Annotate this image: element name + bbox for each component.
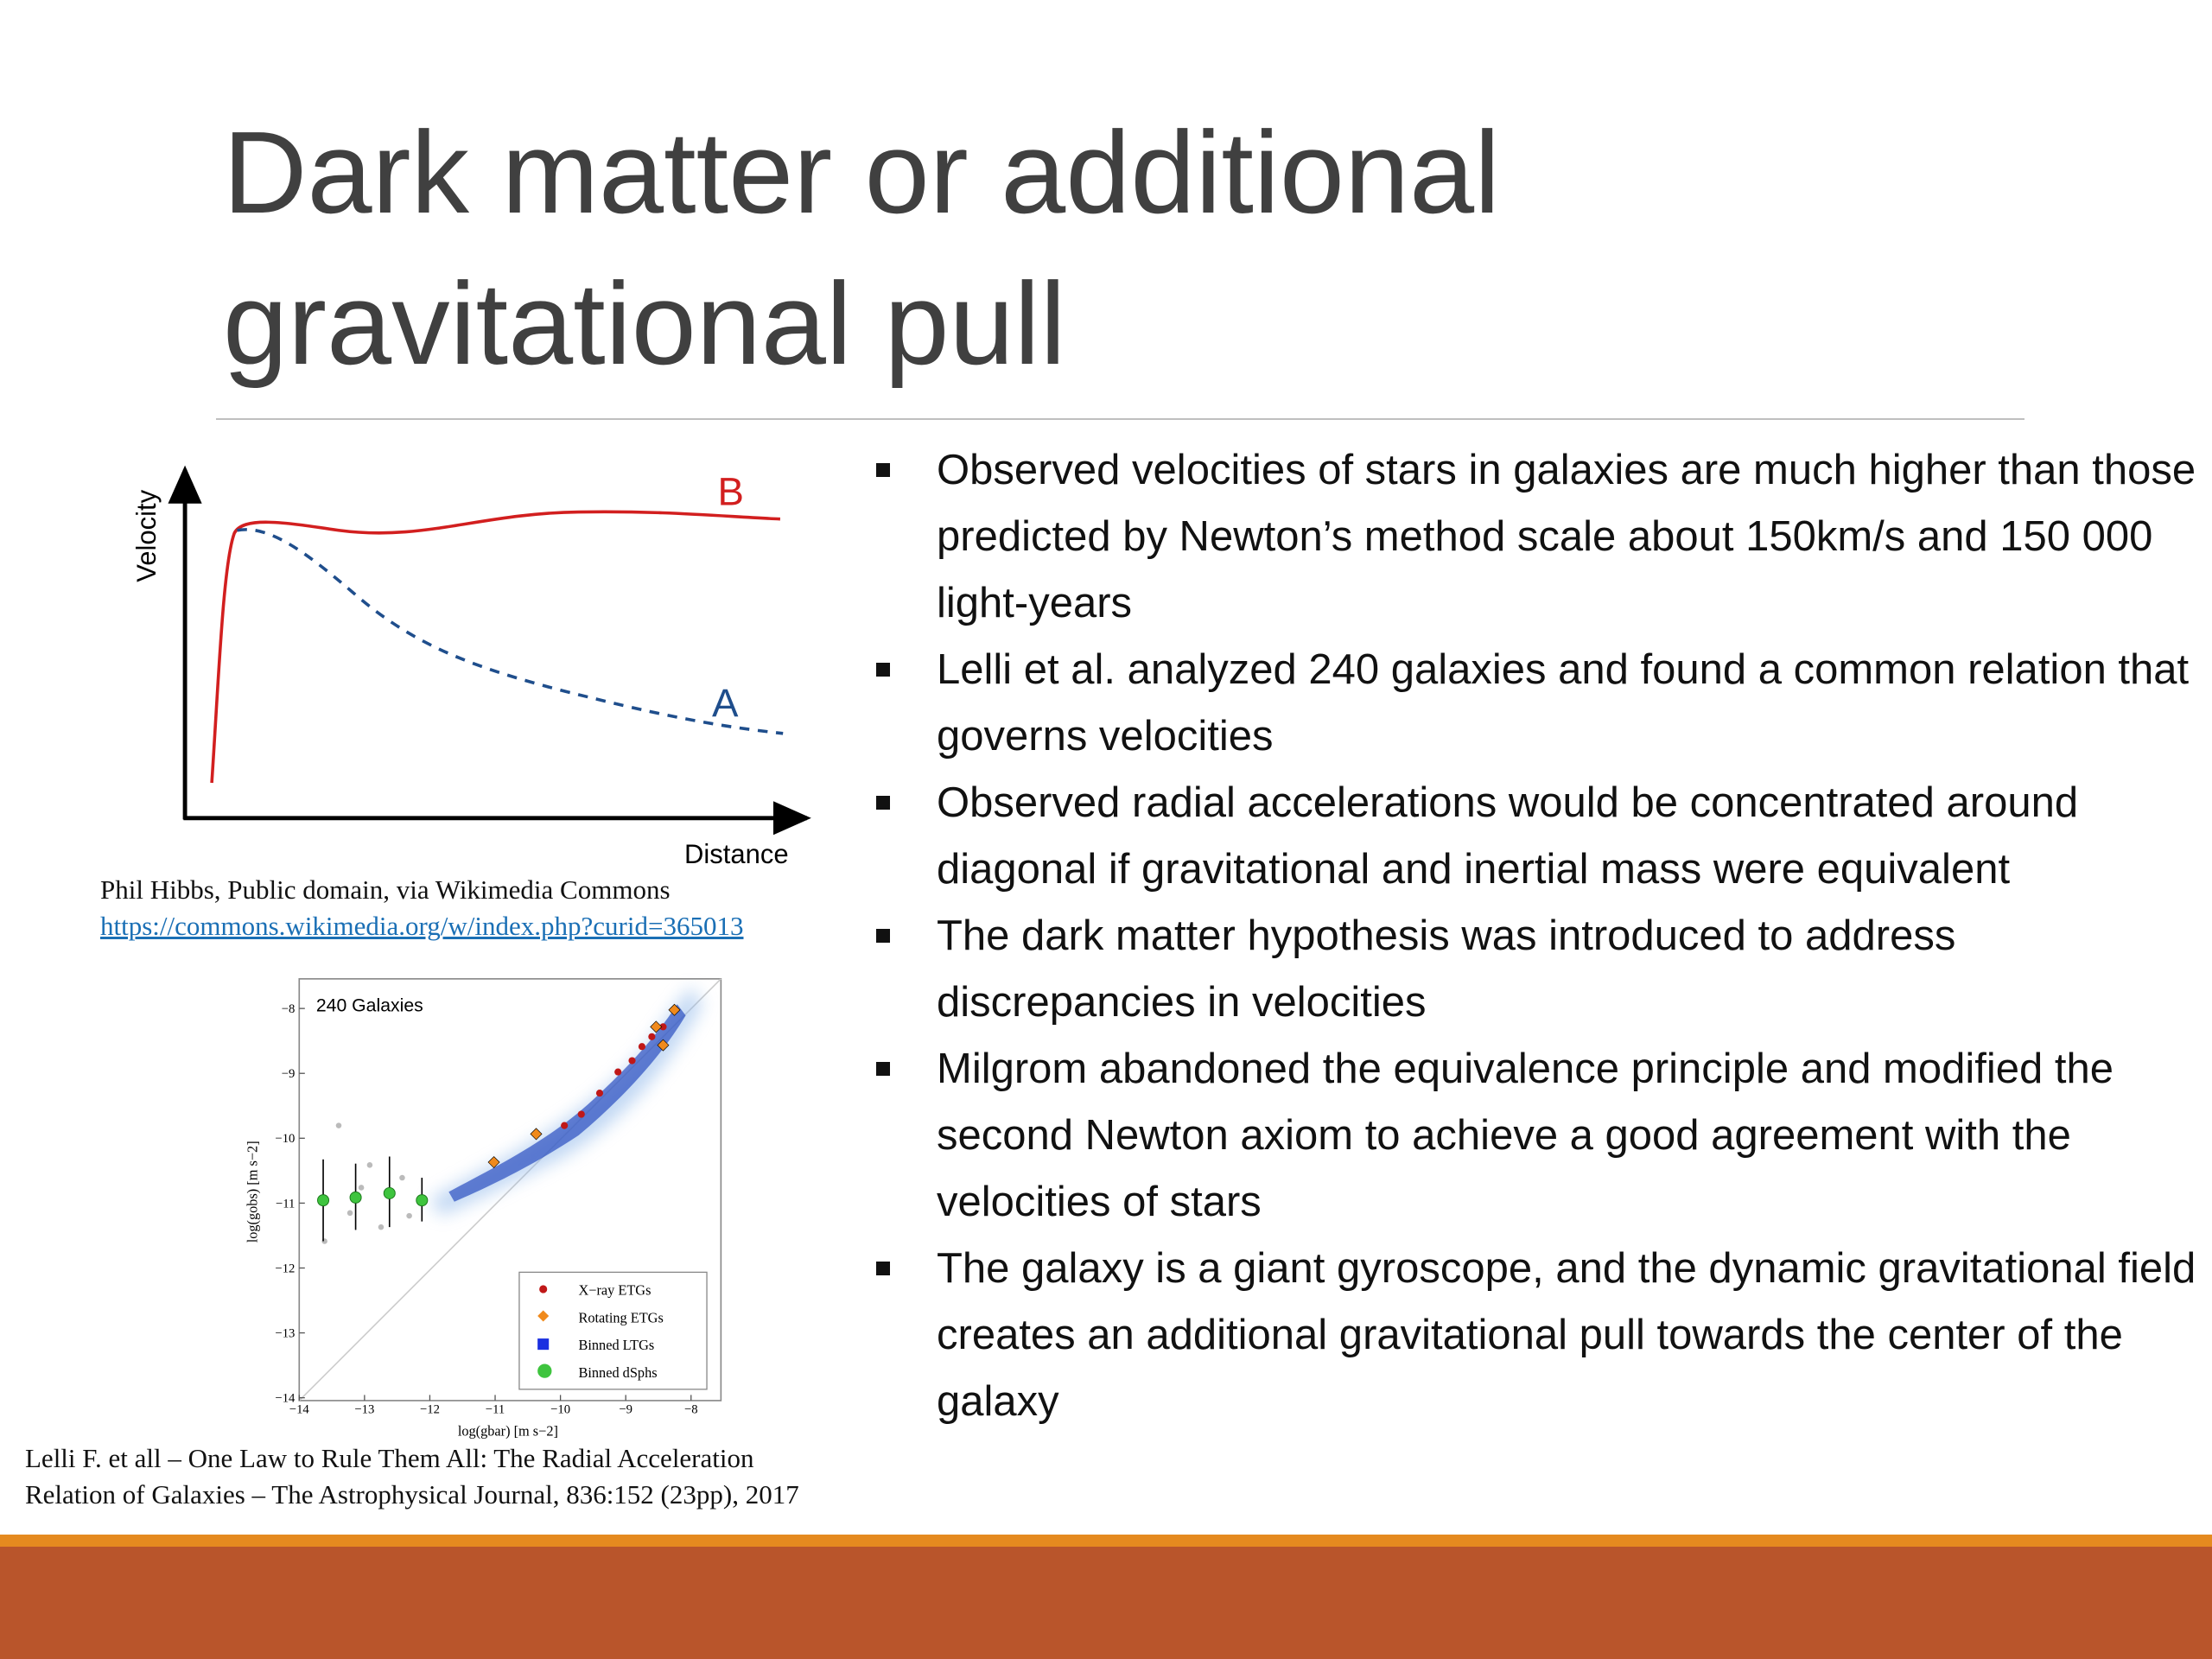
rotation-curve-figure: B A Velocity Distance (131, 465, 811, 869)
source-link[interactable]: https://commons.wikimedia.org/w/index.ph… (100, 911, 744, 941)
y-tick-label: −9 (282, 1067, 296, 1081)
binned-dsph-points (317, 1186, 429, 1207)
rar-figure: 240 Galaxies log(gobs) [m s−2] log(gbar)… (244, 978, 722, 1440)
x-tick-label: −8 (684, 1403, 698, 1417)
binned-ltg-band (448, 1004, 686, 1202)
bullet: Observed velocities of stars in galaxies… (876, 437, 2198, 637)
y-tick-label: −12 (275, 1262, 295, 1275)
legend-swatch (537, 1363, 552, 1378)
legend-swatch (537, 1310, 550, 1322)
bullet: The galaxy is a giant gyroscope, and the… (876, 1236, 2198, 1435)
y-tick-label: −11 (276, 1197, 295, 1211)
xray-etg-points (561, 1023, 667, 1129)
bullet-list: Observed velocities of stars in galaxies… (876, 437, 2198, 1435)
slide-title: Dark matter or additional gravitational … (223, 107, 1501, 389)
bullet: Observed radial accelerations would be c… (876, 770, 2198, 903)
plot-annotation: 240 Galaxies (316, 995, 423, 1015)
accent-bar (0, 1535, 2212, 1547)
curve-b-label: B (718, 469, 744, 513)
bullet: The dark matter hypothesis was introduce… (876, 903, 2198, 1036)
legend-label: Binned LTGs (579, 1337, 655, 1353)
x-axis-label: log(gbar) [m s−2] (458, 1423, 558, 1440)
figures: B A Velocity Distance 240 Galaxies log(g… (131, 465, 811, 1440)
x-tick-label: −12 (420, 1403, 440, 1417)
y-tick-label: −8 (282, 1002, 296, 1016)
figure-credit: Phil Hibbs, Public domain, via Wikimedia… (100, 874, 671, 905)
y-axis-label: Velocity (131, 489, 162, 582)
curve-b (210, 510, 781, 784)
rotating-etg-points (487, 1003, 681, 1169)
legend-label: X−ray ETGs (579, 1282, 652, 1299)
x-tick-label: −9 (619, 1403, 632, 1417)
x-tick-label: −14 (289, 1403, 310, 1417)
citation-line: Lelli F. et all – One Law to Rule Them A… (25, 1443, 754, 1473)
y-tick-label: −10 (275, 1132, 295, 1146)
title-rule (216, 418, 2024, 420)
bullet: Lelli et al. analyzed 240 galaxies and f… (876, 637, 2198, 770)
legend-label: Rotating ETGs (579, 1309, 664, 1325)
citation-line: Relation of Galaxies – The Astrophysical… (25, 1479, 799, 1510)
y-axis-label: log(gobs) [m s−2] (244, 1141, 260, 1243)
curve-a (237, 528, 784, 735)
y-tick-label: −14 (275, 1392, 296, 1406)
y-tick-label: −13 (275, 1326, 295, 1340)
legend-label: Binned dSphs (579, 1364, 658, 1381)
bullet: Milgrom abandoned the equivalence princi… (876, 1036, 2198, 1236)
x-axis-label: Distance (684, 839, 789, 869)
dsph-points (321, 1122, 412, 1244)
x-tick-label: −10 (550, 1403, 570, 1417)
footer-bar (0, 1547, 2212, 1659)
legend-swatch (537, 1338, 550, 1351)
x-tick-label: −13 (354, 1403, 374, 1417)
x-tick-label: −11 (486, 1403, 505, 1417)
curve-a-label: A (712, 681, 739, 725)
legend-swatch (539, 1285, 548, 1294)
